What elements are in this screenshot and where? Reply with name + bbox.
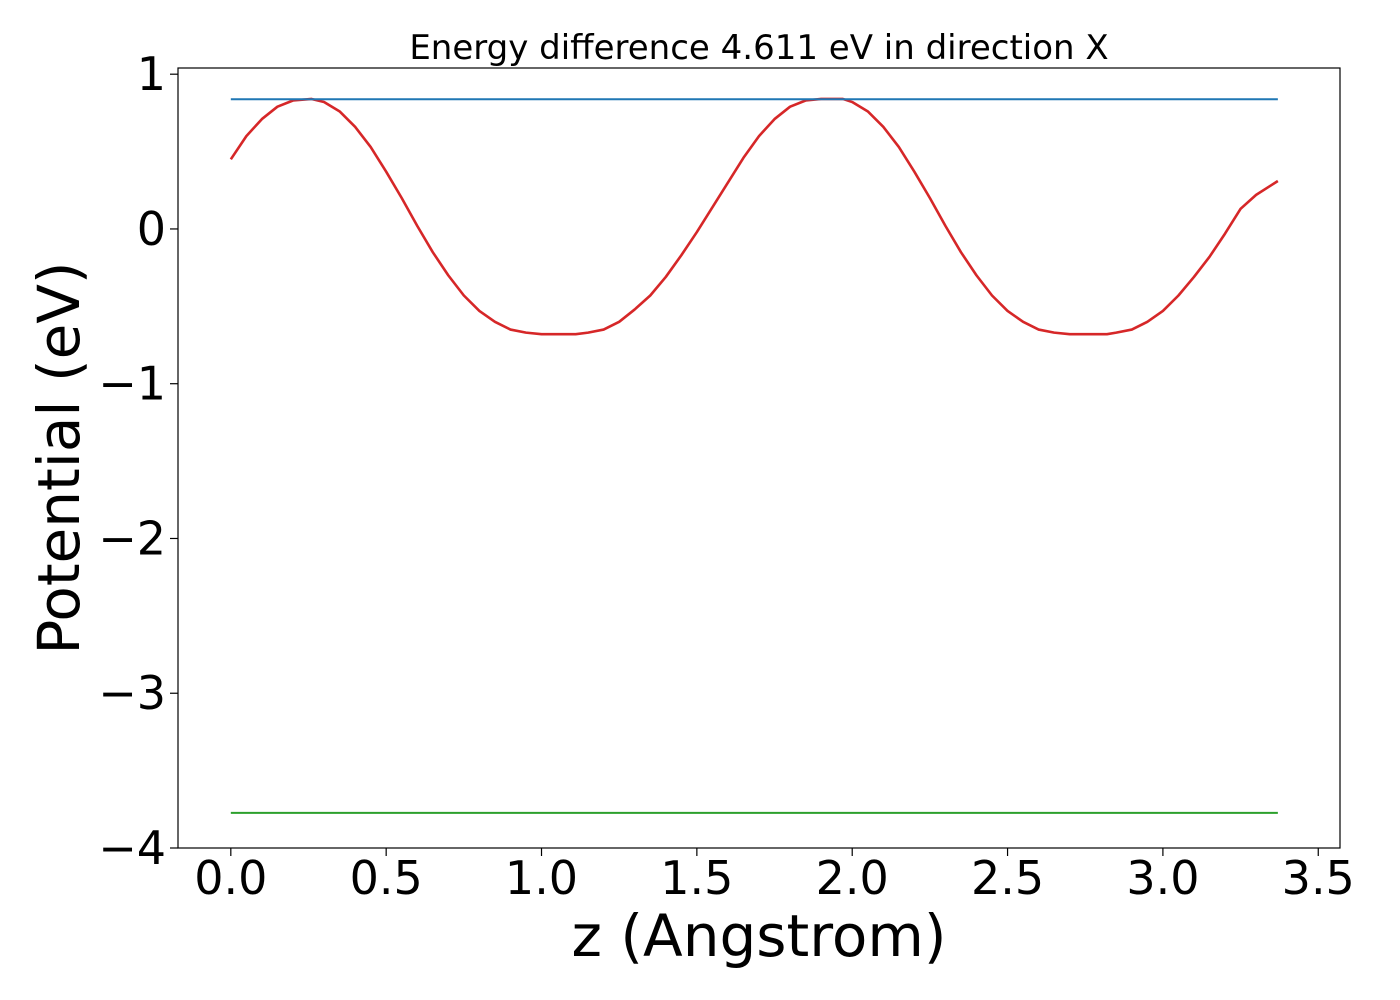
y-tick-label-1: 0 [137,202,166,256]
y-tick-label-3: −2 [98,511,166,565]
y-tick-label-5: −4 [98,821,166,875]
x-tick-label-2: 1.0 [505,851,578,905]
x-tick-label-3: 1.5 [660,851,733,905]
y-axis-label: Potential (eV) [25,261,93,654]
x-axis-label: z (Angstrom) [572,902,947,970]
x-tick-label-4: 2.0 [816,851,889,905]
x-tick-label-6: 3.0 [1126,851,1199,905]
series-line-0 [229,97,1279,336]
x-tick-label-7: 3.5 [1282,851,1355,905]
x-tick-label-1: 0.5 [350,851,423,905]
y-tick-label-0: 1 [137,47,166,101]
y-axis-ticks: 1 0 −1 −2 −3 −4 [98,47,178,875]
x-tick-label-0: 0.0 [194,851,267,905]
plot-frame [177,67,1341,849]
series-layer [229,97,1279,814]
plot-area [177,67,1341,849]
y-tick-label-2: −1 [98,357,166,411]
x-axis-ticks: 0.0 0.5 1.0 1.5 2.0 2.5 3.0 3.5 [194,848,1355,905]
x-tick-label-5: 2.5 [971,851,1044,905]
chart-title: Energy difference 4.611 eV in direction … [409,28,1108,68]
y-tick-label-4: −3 [98,666,166,720]
